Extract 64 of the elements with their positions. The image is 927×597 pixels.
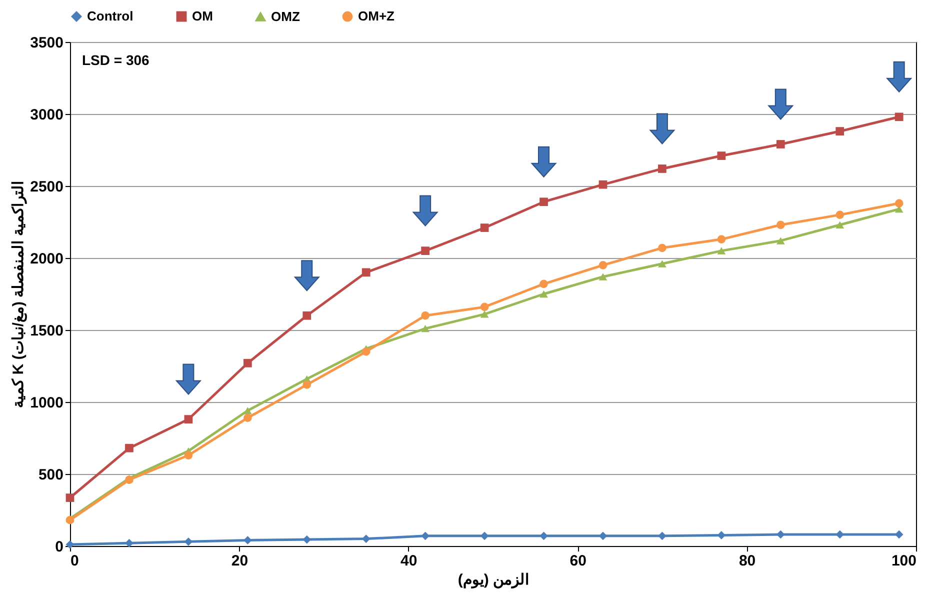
legend-label: OM (192, 8, 213, 24)
point (598, 532, 608, 540)
legend-label: Control (87, 8, 134, 24)
point (421, 246, 430, 255)
x-axis-title: الزمن (يوم) (458, 572, 530, 588)
point (894, 112, 904, 122)
point (658, 244, 666, 252)
annotation: LSD = 306 (82, 52, 150, 68)
x-tick-label: 40 (400, 552, 418, 570)
y-axis-title: كمية K التراكمية المنفصلة (مغ/نبات) (10, 181, 28, 408)
point (598, 261, 608, 270)
point (184, 415, 193, 424)
point (836, 127, 844, 136)
y-tick-label: 3500 (30, 34, 64, 52)
y-tick-label: 1000 (30, 394, 64, 412)
point (480, 224, 489, 232)
x-tick-label: 0 (70, 552, 79, 570)
y-tick-label: 1500 (30, 322, 64, 340)
point (362, 534, 370, 543)
point (836, 210, 844, 219)
point (836, 221, 844, 229)
point (540, 280, 548, 288)
y-tick-label: 3000 (30, 106, 64, 124)
point (362, 347, 370, 356)
point (540, 290, 548, 298)
point (658, 164, 666, 173)
point (658, 532, 666, 540)
point (302, 380, 312, 389)
point (717, 235, 726, 244)
x-tick-label: 80 (738, 552, 756, 570)
legend-label: OM+Z (358, 8, 395, 24)
point (540, 198, 548, 206)
y-tick-label: 2500 (30, 178, 64, 196)
point (776, 237, 785, 244)
point (598, 273, 608, 280)
point (243, 358, 252, 368)
point (125, 538, 134, 548)
x-tick-label: 60 (570, 552, 586, 570)
point (776, 140, 785, 148)
legend-label: OMZ (271, 8, 300, 24)
point (302, 311, 312, 320)
point (66, 494, 74, 502)
x-tick-label: 100 (891, 552, 916, 570)
point (776, 220, 785, 230)
point (243, 414, 252, 422)
point (125, 444, 134, 452)
point (362, 268, 370, 277)
point (658, 260, 666, 268)
point (717, 247, 726, 254)
point (894, 199, 904, 208)
point (598, 180, 608, 189)
y-tick-label: 500 (38, 466, 64, 484)
y-tick-label: 2000 (30, 250, 64, 268)
point (717, 152, 726, 160)
point (540, 532, 548, 540)
point (421, 311, 430, 320)
point (480, 310, 489, 318)
point (480, 532, 489, 540)
point (184, 451, 193, 460)
y-tick-label: 0 (55, 538, 64, 556)
x-tick-label: 20 (231, 552, 248, 570)
point (243, 407, 252, 414)
point (480, 302, 489, 312)
point (421, 324, 430, 332)
